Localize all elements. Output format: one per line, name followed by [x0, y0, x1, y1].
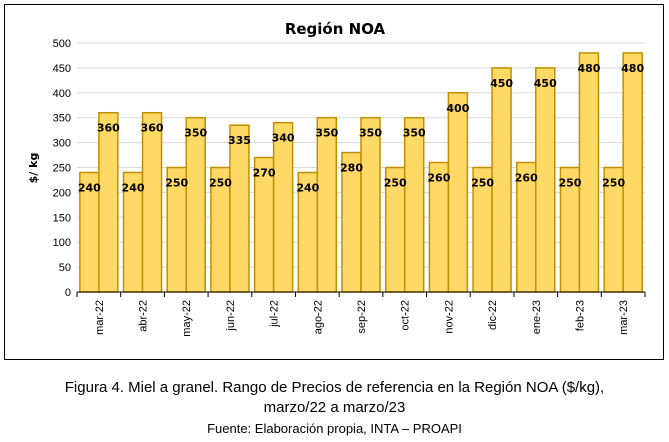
data-label: 260 [427, 172, 450, 185]
bar-max [623, 53, 642, 292]
bar-max [536, 68, 555, 292]
x-tick-label: sep-22 [356, 300, 368, 334]
x-tick-label: ago-22 [312, 300, 324, 334]
chart-title: Región NOA [285, 20, 386, 38]
x-tick-label: jul-22 [269, 300, 281, 328]
data-label: 250 [558, 177, 581, 190]
bar-max [361, 118, 380, 292]
data-label: 335 [228, 134, 251, 147]
data-label: 250 [165, 177, 188, 190]
chart-frame: Región NOA $/ kg 0 50 100 150 200 250 300 350 40… [4, 4, 664, 360]
x-tick-label: ene-23 [531, 300, 543, 334]
bar-max [405, 118, 424, 292]
y-tick-label: 500 [53, 38, 71, 50]
x-tick-label: nov-22 [443, 300, 455, 334]
x-tick-label: mar-23 [618, 300, 630, 335]
data-label: 350 [184, 127, 207, 140]
y-tick-label: 300 [53, 138, 71, 150]
bar-max [448, 93, 467, 292]
bar-max [274, 123, 293, 292]
figure-caption-dates: marzo/22 a marzo/23 [0, 399, 669, 416]
x-tick-label: oct-22 [400, 300, 412, 331]
y-tick-label: 350 [53, 113, 71, 125]
y-tick-label: 400 [53, 88, 71, 100]
bar-max [143, 113, 162, 292]
data-label: 240 [122, 181, 145, 194]
bar-chart: Región NOA $/ kg 0 50 100 150 200 250 300 350 40… [5, 5, 665, 361]
bar-max [230, 125, 249, 292]
data-label: 260 [515, 172, 538, 185]
y-axis-label: $/ kg [27, 153, 40, 184]
bar-max [186, 118, 205, 292]
x-tick-label: dic-22 [487, 300, 499, 330]
data-label: 400 [446, 102, 469, 115]
bar-max [99, 113, 118, 292]
bar-max [317, 118, 336, 292]
data-label: 340 [272, 132, 295, 145]
y-tick-label: 150 [53, 212, 71, 224]
data-label: 280 [340, 162, 363, 175]
data-label: 350 [315, 127, 338, 140]
data-label: 240 [78, 181, 101, 194]
x-tick-label: feb-23 [574, 300, 586, 331]
y-tick-label: 200 [53, 187, 71, 199]
figure-source: Fuente: Elaboración propia, INTA – PROAP… [0, 421, 669, 436]
x-tick-label: abr-22 [138, 300, 150, 332]
y-tick-label: 250 [53, 163, 71, 175]
data-label: 360 [97, 122, 120, 135]
y-tick-labels: 0 50 100 150 200 250 300 350 400 450 500 [53, 38, 71, 299]
data-label: 450 [490, 77, 513, 90]
data-label: 480 [577, 62, 600, 75]
bar-max [579, 53, 598, 292]
data-label: 360 [141, 122, 164, 135]
y-tick-label: 100 [53, 237, 71, 249]
data-label: 250 [384, 177, 407, 190]
bar-max [492, 68, 511, 292]
x-tick-label: may-22 [181, 300, 193, 337]
figure-caption: Figura 4. Miel a granel. Rango de Precio… [0, 379, 669, 396]
x-tick-label: mar-22 [94, 300, 106, 335]
x-tick-labels: mar-22 abr-22 may-22 jun-22 jul-22 ago-22 sep-… [77, 292, 645, 337]
y-tick-label: 450 [53, 63, 71, 75]
data-label: 350 [403, 127, 426, 140]
data-label: 240 [296, 181, 319, 194]
data-label: 250 [471, 177, 494, 190]
data-label: 270 [253, 167, 276, 180]
data-label: 350 [359, 127, 382, 140]
data-label: 250 [602, 177, 625, 190]
x-tick-label: jun-22 [225, 300, 237, 332]
data-label: 450 [534, 77, 557, 90]
data-label: 480 [621, 62, 644, 75]
y-tick-label: 0 [65, 287, 71, 299]
y-tick-label: 50 [59, 262, 71, 274]
data-label: 250 [209, 177, 232, 190]
